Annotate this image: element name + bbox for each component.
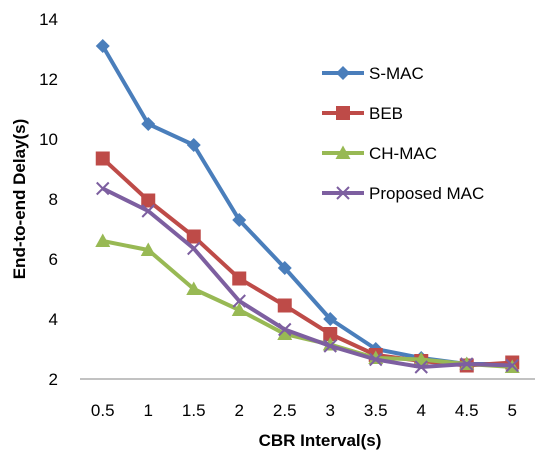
legend: S-MAC BEB CH-MAC Proposed MAC xyxy=(322,64,484,203)
y-axis-ticks: 2 4 6 8 10 12 14 xyxy=(39,10,58,389)
data-point-beb xyxy=(95,151,110,166)
y-tick-label: 10 xyxy=(39,130,58,149)
legend-marker xyxy=(336,66,350,80)
x-tick-label: 3 xyxy=(326,401,335,420)
legend-item-s-mac: S-MAC xyxy=(322,64,424,83)
data-point-proposed-mac xyxy=(323,339,337,353)
x-tick-label: 1 xyxy=(144,401,153,420)
data-point-beb xyxy=(232,271,247,286)
series-line-ch-mac xyxy=(102,239,513,369)
data-point-proposed-mac xyxy=(369,352,383,367)
legend-item-proposed-mac: Proposed MAC xyxy=(322,184,484,203)
data-point-proposed-mac xyxy=(460,357,474,371)
y-tick-label: 12 xyxy=(39,70,58,89)
data-point-ch-mac xyxy=(231,302,247,316)
data-point-ch-mac xyxy=(95,233,111,247)
x-tick-label: 1.5 xyxy=(182,401,206,420)
legend-item-ch-mac: CH-MAC xyxy=(322,144,437,163)
series-proposed-mac xyxy=(96,181,519,374)
series-layer xyxy=(95,39,520,374)
y-tick-label: 4 xyxy=(49,310,58,329)
x-tick-label: 3.5 xyxy=(364,401,388,420)
x-tick-label: 5 xyxy=(508,401,517,420)
data-point-s-mac xyxy=(232,213,247,227)
data-point-beb xyxy=(186,229,201,244)
y-tick-label: 14 xyxy=(39,10,58,29)
data-point-ch-mac xyxy=(140,242,156,256)
data-point-beb xyxy=(141,193,156,208)
legend-marker xyxy=(335,145,351,159)
series-ch-mac xyxy=(95,233,520,373)
data-point-ch-mac xyxy=(186,281,202,295)
data-point-proposed-mac xyxy=(505,358,519,373)
data-point-proposed-mac xyxy=(414,360,428,374)
series-line-s-mac xyxy=(101,44,513,366)
data-point-s-mac xyxy=(95,39,110,53)
legend-item-beb: BEB xyxy=(322,104,403,123)
legend-label: BEB xyxy=(369,104,403,123)
x-tick-label: 0.5 xyxy=(91,401,115,420)
x-tick-label: 4.5 xyxy=(455,401,479,420)
data-point-s-mac xyxy=(277,261,292,275)
data-point-proposed-mac xyxy=(96,181,110,196)
legend-label: S-MAC xyxy=(369,64,424,83)
y-axis-title: End-to-end Delay(s) xyxy=(10,119,29,280)
data-point-proposed-mac xyxy=(278,322,292,337)
x-tick-label: 2 xyxy=(235,401,244,420)
data-point-proposed-mac xyxy=(187,241,201,256)
series-line-proposed-mac xyxy=(101,186,513,369)
x-tick-label: 4 xyxy=(417,401,426,420)
x-axis-title: CBR Interval(s) xyxy=(259,431,382,450)
legend-marker xyxy=(336,186,350,200)
y-tick-label: 2 xyxy=(49,370,58,389)
data-point-s-mac xyxy=(186,138,201,152)
y-tick-label: 8 xyxy=(49,190,58,209)
data-point-s-mac xyxy=(323,312,338,326)
data-point-beb xyxy=(323,327,338,341)
data-point-s-mac xyxy=(141,117,156,131)
y-tick-label: 6 xyxy=(49,250,58,269)
legend-label: Proposed MAC xyxy=(369,184,484,203)
data-point-ch-mac xyxy=(277,326,293,340)
x-tick-label: 2.5 xyxy=(273,401,297,420)
data-point-proposed-mac xyxy=(232,294,246,308)
x-axis-ticks: 0.5 1 1.5 2 2.5 3 3.5 4 4.5 5 xyxy=(91,401,517,420)
legend-marker xyxy=(336,106,350,120)
data-point-proposed-mac xyxy=(141,204,155,218)
legend-label: CH-MAC xyxy=(369,144,437,163)
data-point-beb xyxy=(277,298,292,313)
